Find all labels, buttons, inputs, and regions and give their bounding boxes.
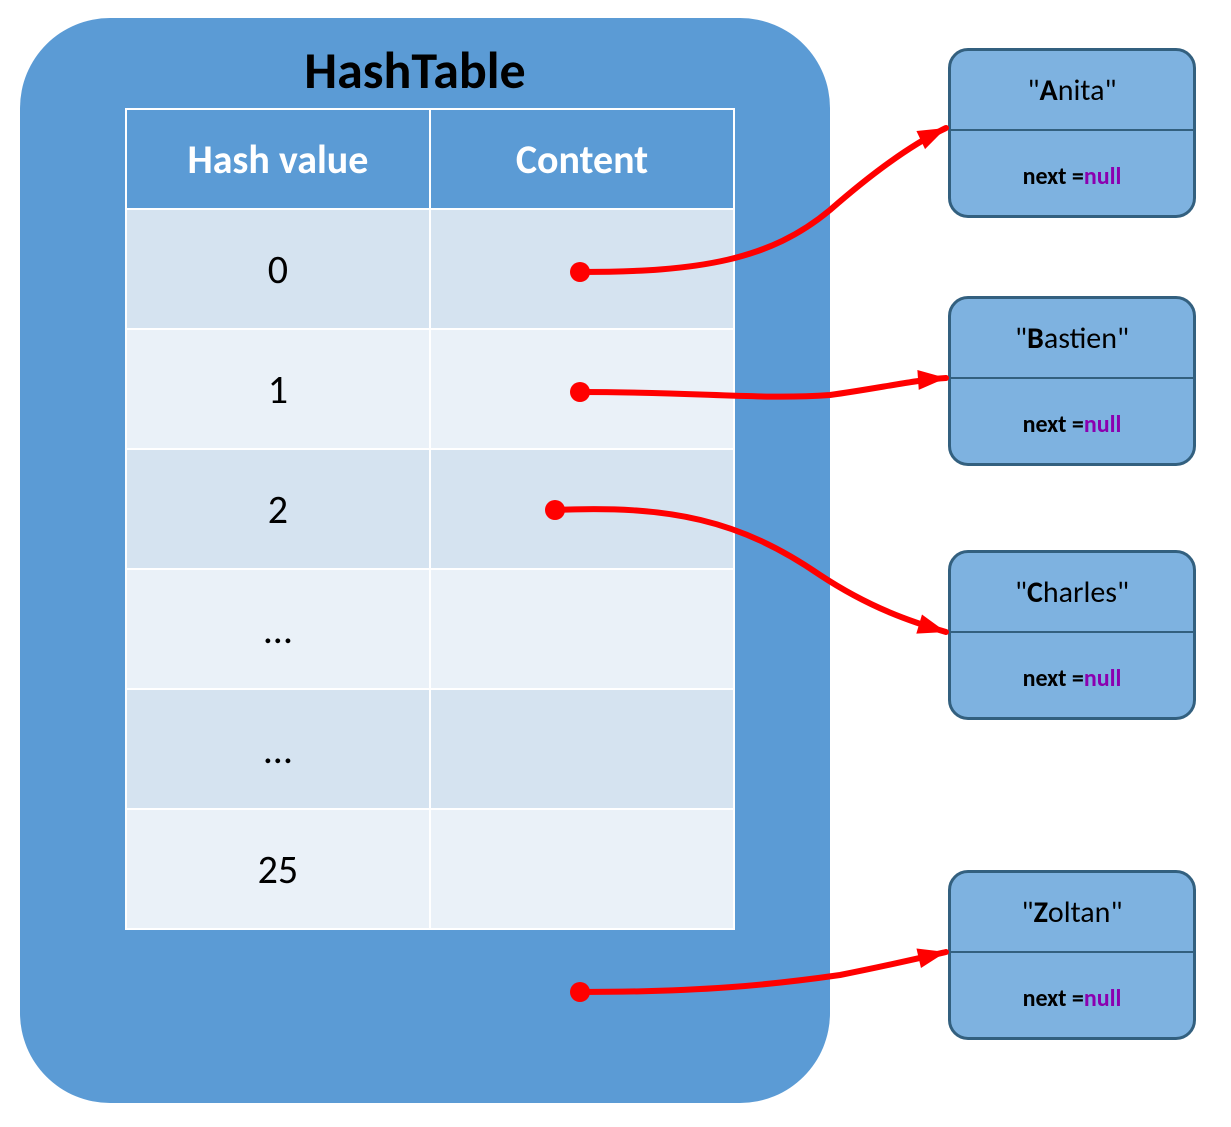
pointer-arrowhead	[916, 614, 946, 633]
content-cell	[430, 449, 734, 569]
hash-value-cell: …	[126, 689, 430, 809]
node-name: "Anita"	[951, 51, 1193, 131]
pointer-arrowhead	[917, 370, 946, 390]
hashtable-title: HashTable	[240, 38, 590, 102]
table-header-1: Content	[430, 109, 734, 209]
hash-value-cell: 1	[126, 329, 430, 449]
table-row: 1	[126, 329, 734, 449]
table-row: …	[126, 689, 734, 809]
table-row: 25	[126, 809, 734, 929]
node-name: "Bastien"	[951, 299, 1193, 379]
node-next: next = null	[951, 953, 1193, 1040]
node-name: "Charles"	[951, 553, 1193, 633]
content-cell	[430, 809, 734, 929]
pointer-arrowhead	[916, 128, 946, 149]
pointer-arrowhead	[916, 949, 946, 968]
linked-list-node-bastien: "Bastien"next = null	[948, 296, 1196, 466]
content-cell	[430, 689, 734, 809]
content-cell	[430, 209, 734, 329]
linked-list-node-charles: "Charles"next = null	[948, 550, 1196, 720]
content-cell	[430, 329, 734, 449]
node-next: next = null	[951, 633, 1193, 720]
node-next: next = null	[951, 131, 1193, 218]
linked-list-node-anita: "Anita"next = null	[948, 48, 1196, 218]
table-row: …	[126, 569, 734, 689]
node-name: "Zoltan"	[951, 873, 1193, 953]
table-header-0: Hash value	[126, 109, 430, 209]
table-row: 2	[126, 449, 734, 569]
hash-value-cell: 25	[126, 809, 430, 929]
content-cell	[430, 569, 734, 689]
hashtable-table: Hash valueContent012……25	[125, 108, 735, 930]
hash-value-cell: 2	[126, 449, 430, 569]
table-row: 0	[126, 209, 734, 329]
hash-value-cell: 0	[126, 209, 430, 329]
linked-list-node-zoltan: "Zoltan"next = null	[948, 870, 1196, 1040]
hash-value-cell: …	[126, 569, 430, 689]
node-next: next = null	[951, 379, 1193, 466]
